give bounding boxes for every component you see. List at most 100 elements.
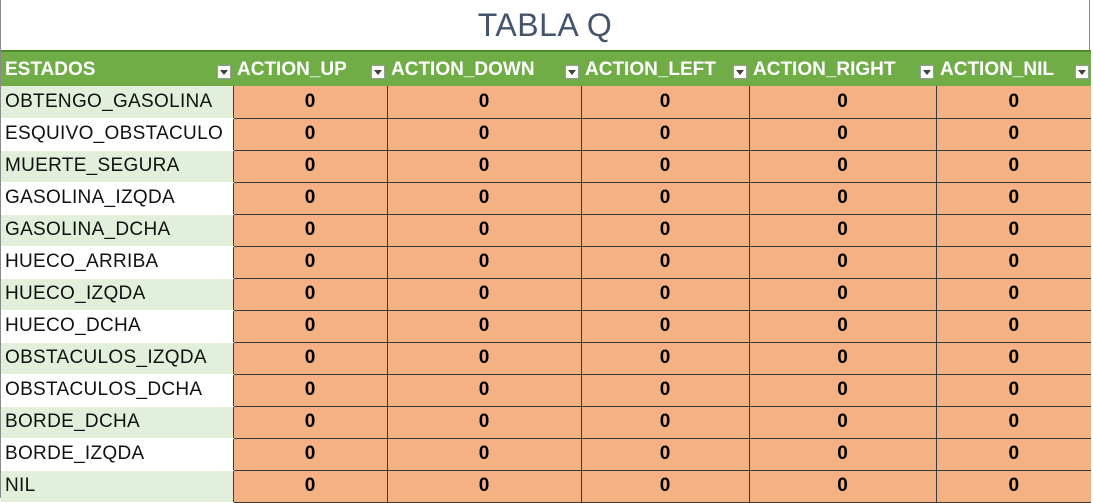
state-cell[interactable]: GASOLINA_DCHA [1, 214, 233, 247]
state-cell[interactable]: HUECO_DCHA [1, 310, 233, 343]
q-value-cell[interactable]: 0 [748, 406, 936, 439]
q-value-cell[interactable]: 0 [232, 310, 387, 343]
state-cell[interactable]: GASOLINA_IZQDA [1, 182, 233, 215]
q-value-cell[interactable]: 0 [386, 406, 581, 439]
q-value-cell[interactable]: 0 [232, 150, 387, 183]
state-cell[interactable]: OBSTACULOS_IZQDA [1, 342, 233, 375]
q-value-cell[interactable]: 0 [386, 214, 581, 247]
q-value-cell[interactable]: 0 [748, 278, 936, 311]
q-value-cell[interactable]: 0 [748, 118, 936, 151]
q-value-cell[interactable]: 0 [580, 118, 749, 151]
q-value-cell[interactable]: 0 [935, 278, 1091, 311]
dropdown-filter-icon[interactable] [1075, 65, 1089, 79]
q-value-cell[interactable]: 0 [386, 150, 581, 183]
q-value-cell[interactable]: 0 [232, 406, 387, 439]
state-cell[interactable]: MUERTE_SEGURA [1, 150, 233, 183]
q-value-cell[interactable]: 0 [580, 438, 749, 471]
column-header-1[interactable]: ACTION_UP [233, 50, 387, 86]
q-value-cell[interactable]: 0 [232, 374, 387, 407]
q-value-cell[interactable]: 0 [935, 310, 1091, 343]
state-cell[interactable]: BORDE_IZQDA [1, 438, 233, 471]
q-value-cell[interactable]: 0 [935, 246, 1091, 279]
state-cell[interactable]: NIL [1, 470, 233, 503]
column-header-2[interactable]: ACTION_DOWN [387, 50, 581, 86]
column-header-label: ACTION_DOWN [391, 59, 535, 80]
table-row: GASOLINA_IZQDA 0 0 0 0 0 [1, 182, 1091, 215]
q-value-cell[interactable]: 0 [748, 342, 936, 375]
state-cell[interactable]: HUECO_ARRIBA [1, 246, 233, 279]
q-value-cell[interactable]: 0 [232, 214, 387, 247]
q-value-cell[interactable]: 0 [580, 406, 749, 439]
q-value-cell[interactable]: 0 [935, 342, 1091, 375]
q-value-cell[interactable]: 0 [580, 342, 749, 375]
q-value-cell[interactable]: 0 [580, 182, 749, 215]
dropdown-filter-icon[interactable] [371, 65, 385, 79]
q-value-cell[interactable]: 0 [386, 278, 581, 311]
q-value-cell[interactable]: 0 [580, 86, 749, 119]
column-header-5[interactable]: ACTION_NIL [936, 50, 1091, 86]
table-row: OBSTACULOS_DCHA 0 0 0 0 0 [1, 374, 1091, 407]
q-value-cell[interactable]: 0 [232, 470, 387, 503]
q-value-cell[interactable]: 0 [748, 214, 936, 247]
q-value-cell[interactable]: 0 [935, 182, 1091, 215]
table-row: HUECO_IZQDA 0 0 0 0 0 [1, 278, 1091, 311]
q-value-cell[interactable]: 0 [935, 86, 1091, 119]
q-value-cell[interactable]: 0 [935, 150, 1091, 183]
q-value-cell[interactable]: 0 [935, 470, 1091, 503]
q-value-cell[interactable]: 0 [232, 182, 387, 215]
state-cell[interactable]: BORDE_DCHA [1, 406, 233, 439]
state-cell[interactable]: HUECO_IZQDA [1, 278, 233, 311]
q-value-cell[interactable]: 0 [386, 342, 581, 375]
table-title: TABLA Q [477, 6, 613, 43]
column-header-label: ACTION_NIL [940, 59, 1054, 80]
q-value-cell[interactable]: 0 [232, 278, 387, 311]
q-value-cell[interactable]: 0 [748, 150, 936, 183]
column-header-0[interactable]: ESTADOS [1, 50, 233, 86]
q-value-cell[interactable]: 0 [748, 86, 936, 119]
state-cell[interactable]: ESQUIVO_OBSTACULO [1, 118, 233, 151]
q-value-cell[interactable]: 0 [232, 86, 387, 119]
q-value-cell[interactable]: 0 [386, 118, 581, 151]
column-header-4[interactable]: ACTION_RIGHT [749, 50, 936, 86]
table-row: HUECO_ARRIBA 0 0 0 0 0 [1, 246, 1091, 279]
dropdown-filter-icon[interactable] [217, 65, 231, 79]
dropdown-filter-icon[interactable] [920, 65, 934, 79]
q-value-cell[interactable]: 0 [386, 310, 581, 343]
dropdown-filter-icon[interactable] [565, 65, 579, 79]
q-value-cell[interactable]: 0 [580, 150, 749, 183]
q-value-cell[interactable]: 0 [232, 438, 387, 471]
q-value-cell[interactable]: 0 [580, 246, 749, 279]
state-cell[interactable]: OBSTACULOS_DCHA [1, 374, 233, 407]
q-value-cell[interactable]: 0 [748, 374, 936, 407]
q-value-cell[interactable]: 0 [580, 470, 749, 503]
q-value-cell[interactable]: 0 [386, 246, 581, 279]
q-value-cell[interactable]: 0 [580, 278, 749, 311]
q-value-cell[interactable]: 0 [386, 86, 581, 119]
q-value-cell[interactable]: 0 [386, 470, 581, 503]
q-value-cell[interactable]: 0 [232, 118, 387, 151]
column-header-3[interactable]: ACTION_LEFT [581, 50, 749, 86]
q-value-cell[interactable]: 0 [748, 310, 936, 343]
table-body: OBTENGO_GASOLINA 0 0 0 0 0 ESQUIVO_OBSTACULO 0 0… [1, 86, 1091, 503]
q-value-cell[interactable]: 0 [580, 310, 749, 343]
q-value-cell[interactable]: 0 [580, 374, 749, 407]
table-row: GASOLINA_DCHA 0 0 0 0 0 [1, 214, 1091, 247]
q-value-cell[interactable]: 0 [232, 342, 387, 375]
q-value-cell[interactable]: 0 [748, 470, 936, 503]
q-value-cell[interactable]: 0 [232, 246, 387, 279]
q-value-cell[interactable]: 0 [386, 182, 581, 215]
dropdown-filter-icon[interactable] [733, 65, 747, 79]
q-value-cell[interactable]: 0 [386, 438, 581, 471]
q-value-cell[interactable]: 0 [935, 214, 1091, 247]
q-value-cell[interactable]: 0 [748, 438, 936, 471]
q-value-cell[interactable]: 0 [935, 438, 1091, 471]
q-value-cell[interactable]: 0 [748, 182, 936, 215]
q-value-cell[interactable]: 0 [935, 118, 1091, 151]
q-value-cell[interactable]: 0 [386, 374, 581, 407]
q-value-cell[interactable]: 0 [935, 406, 1091, 439]
state-cell[interactable]: OBTENGO_GASOLINA [1, 86, 233, 119]
q-value-cell[interactable]: 0 [580, 214, 749, 247]
q-value-cell[interactable]: 0 [748, 246, 936, 279]
q-table: ESTADOS ACTION_UP ACTION_DOWN ACTION_LEFT AC… [1, 50, 1091, 503]
q-value-cell[interactable]: 0 [935, 374, 1091, 407]
